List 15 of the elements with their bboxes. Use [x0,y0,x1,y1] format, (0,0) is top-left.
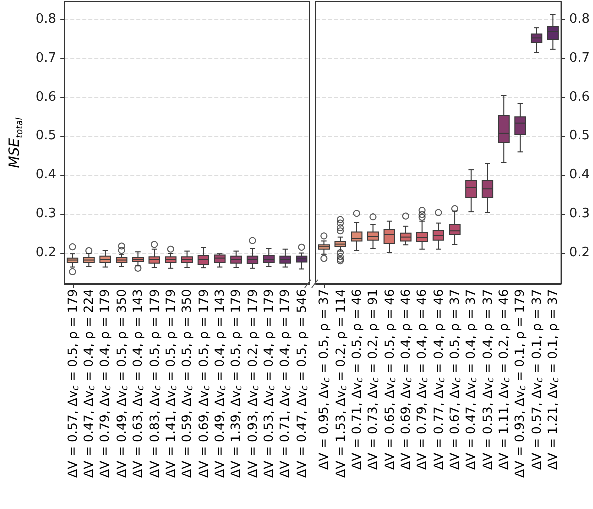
y-tick-label: 0.8 [36,12,57,28]
y2-tick-label: 0.4 [569,168,590,183]
y-tick-label: 0.7 [36,50,57,66]
y-tick-label: 0.6 [36,90,57,105]
y2-tick-label: 0.5 [569,128,590,144]
y-axis-title: MSEtotal [7,117,26,168]
y-tick-label: 0.2 [36,245,57,260]
y-tick-label: 0.5 [36,128,57,144]
y-tick-label: 0.3 [36,206,57,222]
y2-tick-label: 0.7 [569,50,590,66]
y2-tick-label: 0.2 [569,245,590,260]
y2-tick-label: 0.3 [569,206,590,222]
y-tick-label: 0.4 [36,168,57,183]
y2-tick-label: 0.8 [569,12,590,28]
y2-tick-label: 0.6 [569,90,590,105]
